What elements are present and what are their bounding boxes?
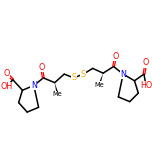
Text: Me: Me bbox=[53, 91, 62, 97]
Text: O: O bbox=[143, 58, 149, 67]
Text: HO: HO bbox=[140, 81, 152, 90]
Text: O: O bbox=[3, 69, 9, 78]
Text: OH: OH bbox=[0, 82, 12, 91]
Polygon shape bbox=[55, 83, 59, 94]
Polygon shape bbox=[98, 73, 103, 85]
Text: O: O bbox=[112, 52, 119, 60]
Text: S: S bbox=[81, 70, 86, 79]
Text: N: N bbox=[31, 81, 37, 90]
Text: O: O bbox=[38, 63, 45, 72]
Text: N: N bbox=[120, 70, 126, 79]
Text: Me: Me bbox=[95, 81, 104, 88]
Text: S: S bbox=[71, 73, 76, 82]
